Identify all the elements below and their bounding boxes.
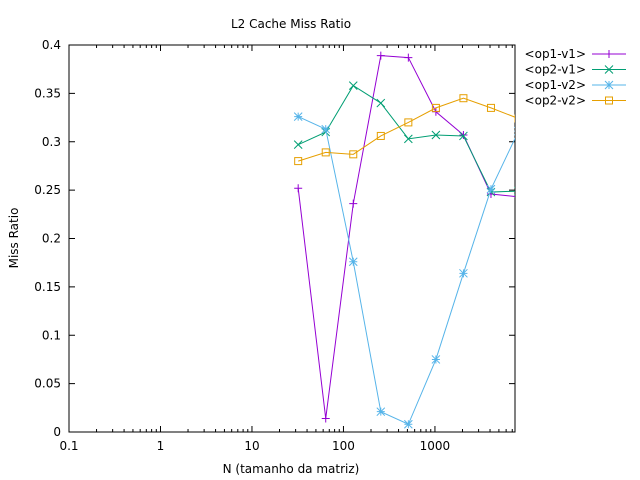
data-point [514, 114, 515, 123]
data-point [348, 257, 358, 267]
y-tick-label: 0.3 [42, 135, 61, 149]
data-point [404, 53, 413, 62]
x-tick-label: 1000 [420, 439, 451, 453]
data-point [348, 81, 358, 90]
data-point [294, 157, 303, 166]
legend-label: <op2-v2> [525, 94, 586, 108]
data-point [431, 355, 441, 364]
data-point [294, 184, 303, 193]
data-point [376, 98, 386, 108]
legend-marker [605, 96, 613, 105]
x-tick-label: 0.1 [59, 439, 78, 453]
legend-marker [604, 65, 614, 74]
y-tick-label: 0.35 [34, 86, 61, 100]
series-2 [293, 81, 515, 197]
series-line [297, 55, 515, 419]
series-group [293, 51, 515, 429]
y-axis-title: Miss Ratio [7, 208, 21, 269]
data-point [431, 103, 440, 112]
legend-label: <op1-v2> [525, 78, 586, 92]
legend: <op1-v1> <op2-v1><op1-v2> <op2-v2> [525, 47, 626, 108]
data-point [349, 199, 358, 208]
legend-marker [605, 50, 613, 58]
data-point [486, 184, 496, 194]
data-point [459, 131, 468, 141]
x-tick-label: 10 [244, 439, 259, 453]
data-point [404, 118, 413, 127]
x-tick-label: 100 [332, 439, 355, 453]
data-point [376, 51, 385, 60]
y-tick-label: 0.25 [34, 183, 61, 197]
plot-frame [68, 44, 516, 433]
y-tick-label: 0.15 [34, 280, 61, 294]
x-axis-title: N (tamanho da matriz) [223, 462, 360, 476]
data-point [459, 94, 468, 103]
legend-label: <op2-v1> [525, 63, 586, 77]
data-point [293, 112, 303, 121]
data-point [321, 148, 330, 157]
data-point [376, 131, 385, 140]
y-tick-label: 0.1 [42, 328, 61, 342]
data-point [349, 150, 358, 159]
axes: 0 0.05 0.1 0.15 0.2 0.25 0.3 0.35 0.4 0.1 1 10 100 10… [34, 38, 516, 453]
data-point [514, 196, 515, 198]
series-4 [294, 94, 515, 166]
data-point [403, 419, 413, 429]
series-line [298, 97, 515, 162]
y-tick-label: 0.2 [42, 232, 61, 246]
legend-marker [604, 80, 614, 90]
data-point [486, 103, 495, 112]
chart-title: L2 Cache Miss Ratio [231, 17, 351, 31]
data-point [321, 124, 331, 134]
y-tick-label: 0 [53, 425, 61, 439]
y-tick-label: 0.4 [42, 38, 61, 52]
data-point [514, 126, 515, 136]
data-point [293, 140, 303, 150]
data-point [403, 134, 413, 144]
data-point [514, 186, 515, 196]
y-tick-label: 0.05 [34, 377, 61, 391]
data-point [431, 130, 441, 140]
data-point [459, 130, 468, 139]
legend-label: <op1-v1> [525, 47, 586, 61]
data-point [321, 414, 330, 423]
data-point [376, 407, 386, 417]
series-3 [293, 112, 515, 429]
x-tick-label: 1 [157, 439, 165, 453]
data-point [459, 268, 468, 278]
